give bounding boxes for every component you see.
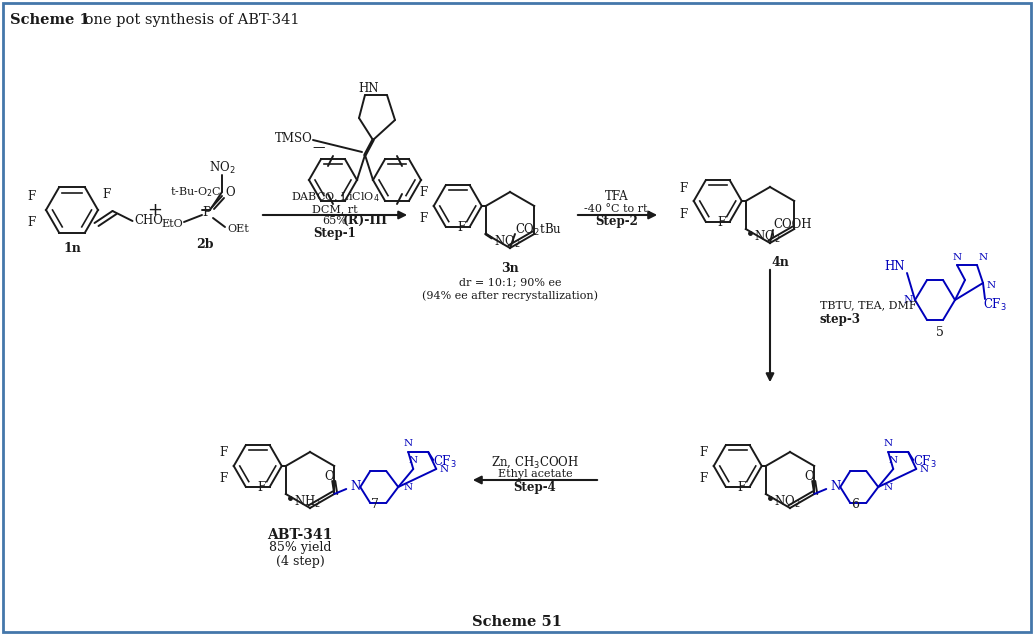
Text: -40 °C to rt,: -40 °C to rt, — [583, 204, 650, 215]
Text: O: O — [804, 469, 814, 483]
Text: F: F — [102, 189, 111, 201]
Text: HN: HN — [359, 81, 379, 95]
Text: F: F — [679, 208, 688, 220]
Text: one pot synthesis of ABT-341: one pot synthesis of ABT-341 — [80, 13, 300, 27]
Text: Step-1: Step-1 — [313, 227, 357, 241]
Text: N: N — [403, 439, 413, 448]
Text: Zn, CH$_3$COOH: Zn, CH$_3$COOH — [491, 454, 579, 470]
Text: N: N — [883, 483, 892, 491]
Text: NO$_2$: NO$_2$ — [209, 160, 236, 176]
Text: Scheme 1: Scheme 1 — [10, 13, 90, 27]
Text: dr = 10:1; 90% ee: dr = 10:1; 90% ee — [459, 278, 561, 288]
Text: EtO: EtO — [161, 219, 183, 229]
Text: N: N — [978, 253, 987, 262]
Text: NH$_2$: NH$_2$ — [294, 494, 321, 510]
Text: N: N — [987, 281, 996, 290]
Text: COOH: COOH — [773, 218, 812, 232]
Text: O: O — [225, 187, 235, 199]
Text: F: F — [679, 182, 688, 194]
Text: HN: HN — [884, 260, 905, 274]
Text: F: F — [458, 221, 466, 234]
Text: F: F — [219, 446, 227, 460]
Text: CF$_3$: CF$_3$ — [983, 297, 1007, 313]
Text: Scheme 51: Scheme 51 — [472, 615, 562, 629]
Text: N: N — [351, 481, 361, 493]
Text: CO$_2$tBu: CO$_2$tBu — [515, 222, 561, 238]
Text: N: N — [408, 456, 418, 465]
Text: (4 step): (4 step) — [276, 554, 325, 568]
Text: NO$_2$: NO$_2$ — [494, 234, 520, 250]
Text: N: N — [439, 464, 449, 474]
Text: 65%: 65% — [323, 216, 347, 226]
Text: F: F — [257, 481, 266, 494]
Text: 1n: 1n — [63, 241, 81, 255]
Text: F: F — [700, 472, 707, 486]
Text: NO$_2$: NO$_2$ — [754, 229, 781, 245]
Text: TFA: TFA — [605, 190, 629, 203]
Text: 7: 7 — [371, 498, 378, 512]
Text: —: — — [312, 142, 325, 154]
Text: (94% ee after recrystallization): (94% ee after recrystallization) — [422, 291, 598, 301]
Text: F: F — [700, 446, 707, 460]
Text: N: N — [952, 253, 962, 262]
Text: Ethyl acetate: Ethyl acetate — [497, 469, 572, 479]
Text: P: P — [203, 206, 211, 220]
Text: +: + — [148, 201, 162, 219]
Text: N: N — [919, 464, 929, 474]
Text: TMSO: TMSO — [275, 131, 313, 145]
Text: 5: 5 — [936, 326, 944, 340]
Text: N: N — [403, 483, 413, 491]
Text: CF$_3$: CF$_3$ — [433, 454, 457, 470]
Text: CHO: CHO — [134, 215, 163, 227]
Text: DABCO, LiClO$_4$: DABCO, LiClO$_4$ — [291, 190, 379, 204]
Text: F: F — [737, 481, 746, 494]
Text: 85% yield: 85% yield — [269, 542, 331, 554]
Text: CF$_3$: CF$_3$ — [913, 454, 937, 470]
Text: TBTU, TEA, DMF: TBTU, TEA, DMF — [820, 300, 916, 310]
Text: 4n: 4n — [771, 257, 789, 269]
Text: N: N — [830, 481, 841, 493]
Text: 2b: 2b — [196, 239, 214, 251]
Text: (R)-III: (R)-III — [342, 213, 388, 227]
Text: F: F — [28, 190, 36, 203]
Text: ABT-341: ABT-341 — [268, 528, 333, 542]
Text: 6: 6 — [851, 498, 859, 512]
Text: Step-2: Step-2 — [596, 215, 638, 229]
Text: F: F — [718, 216, 726, 229]
Text: N: N — [888, 456, 898, 465]
Text: OEt: OEt — [227, 224, 249, 234]
Text: t-Bu-O$_2$C: t-Bu-O$_2$C — [170, 185, 221, 199]
Text: F: F — [420, 187, 428, 199]
Text: N: N — [904, 295, 913, 305]
Text: step-3: step-3 — [820, 314, 861, 326]
Text: NO$_2$: NO$_2$ — [773, 494, 800, 510]
Text: Step-4: Step-4 — [514, 481, 556, 495]
Text: 3n: 3n — [501, 262, 519, 274]
Text: DCM, rt: DCM, rt — [312, 204, 358, 214]
Text: F: F — [219, 472, 227, 486]
Text: F: F — [420, 213, 428, 225]
Text: O: O — [325, 469, 334, 483]
Text: F: F — [28, 217, 36, 229]
Text: N: N — [884, 439, 892, 448]
